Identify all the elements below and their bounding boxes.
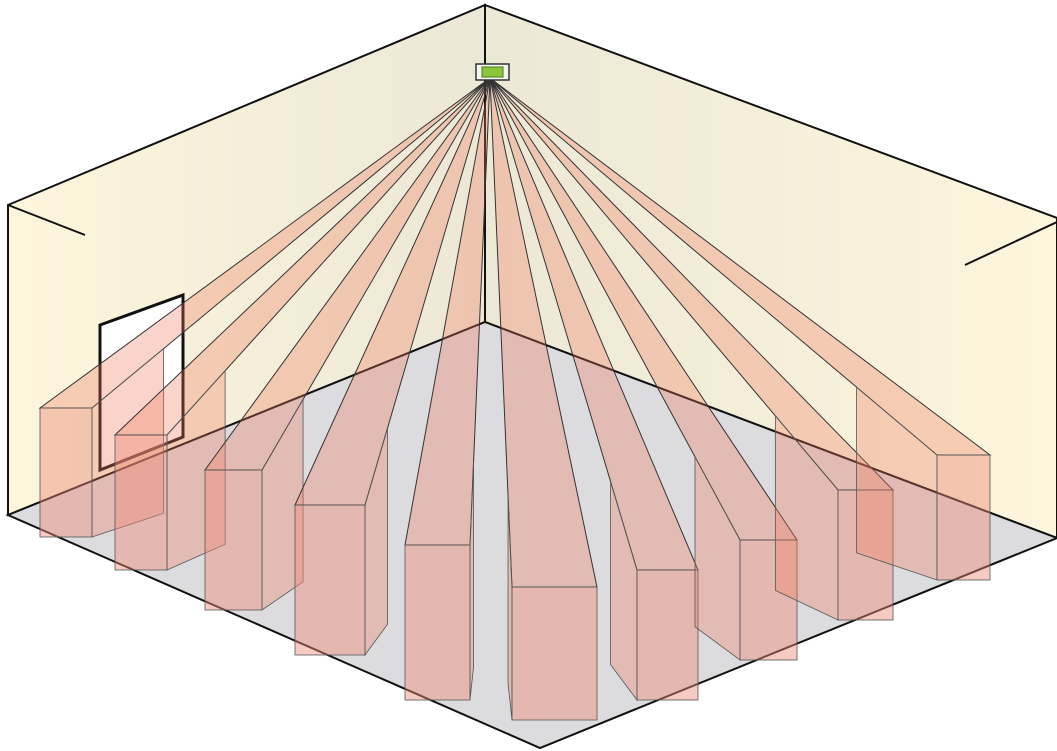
floor xyxy=(5,320,1057,750)
beam-face xyxy=(404,544,471,701)
beam-face xyxy=(739,539,798,661)
door xyxy=(98,292,185,473)
sensor xyxy=(475,63,510,81)
right-wall xyxy=(484,3,1057,540)
wall-edge xyxy=(964,221,1057,266)
beams xyxy=(38,77,992,721)
beam-face xyxy=(511,586,598,721)
sensor-lens xyxy=(481,66,504,78)
beam-face xyxy=(39,407,93,538)
beam-face xyxy=(936,454,991,581)
beam-face xyxy=(636,569,699,701)
beam-face xyxy=(837,489,894,621)
beam-face xyxy=(294,504,366,656)
wall-edge xyxy=(7,204,86,236)
beam-face xyxy=(204,469,263,611)
beam-face xyxy=(114,434,168,571)
